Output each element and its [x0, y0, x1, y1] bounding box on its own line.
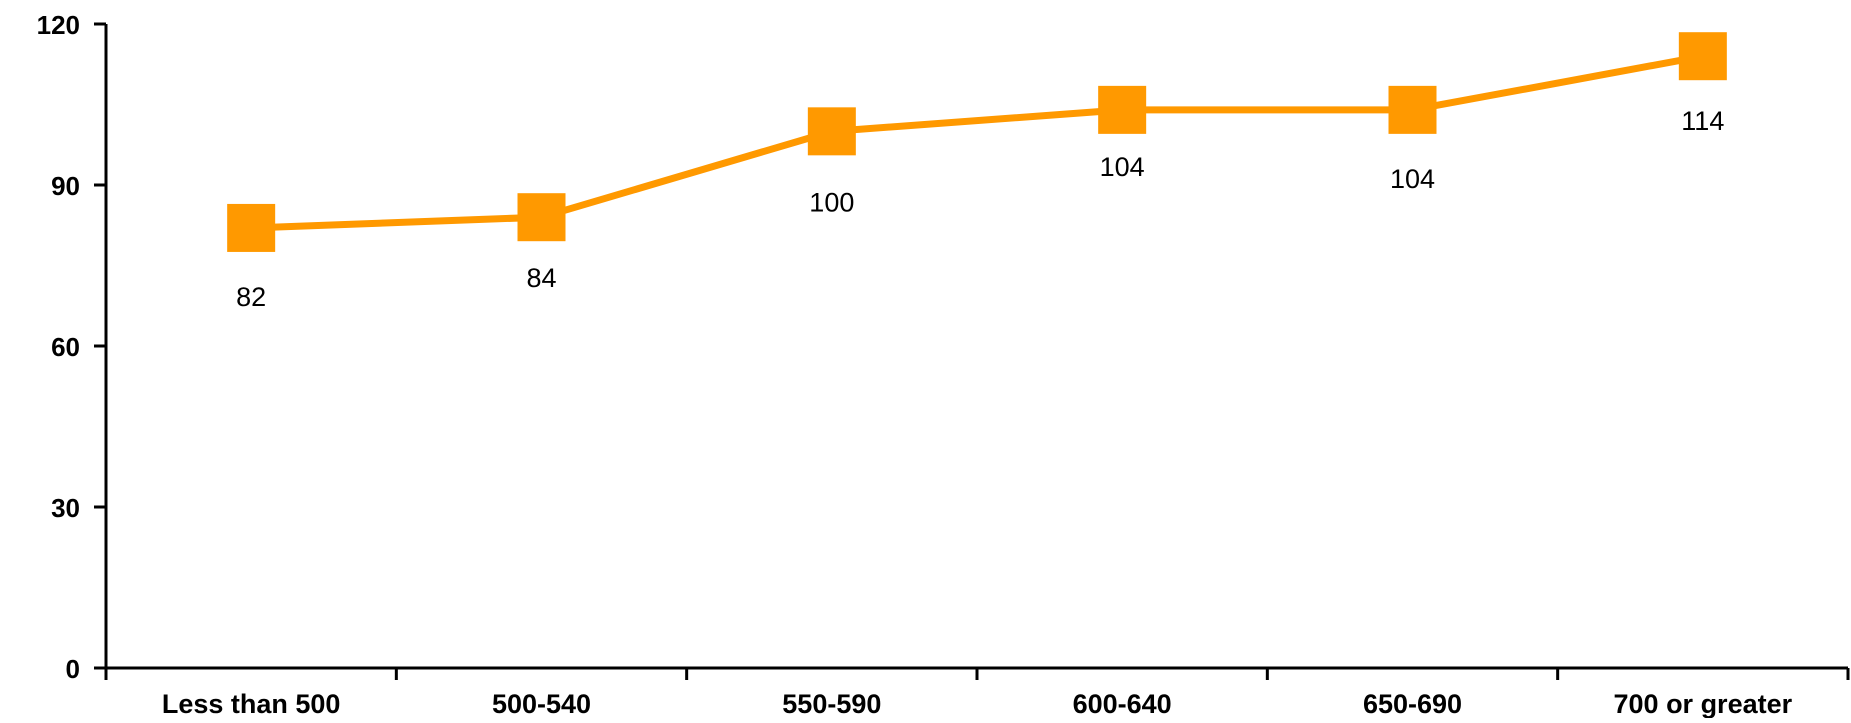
data-point-marker [1678, 32, 1727, 81]
y-tick-label: 60 [51, 332, 80, 362]
data-label: 114 [1681, 106, 1724, 136]
y-tick-label: 0 [66, 654, 80, 684]
series-layer [227, 32, 1727, 252]
data-label: 84 [526, 263, 556, 293]
x-tick-label: 650-690 [1363, 689, 1462, 718]
data-labels-layer: 82 84 100 104 104 114 [236, 106, 1724, 312]
data-point-marker [1388, 85, 1437, 134]
data-point-marker [227, 203, 276, 252]
y-tick-label: 90 [51, 171, 80, 201]
x-tick-label: Less than 500 [162, 689, 341, 718]
data-label: 104 [1390, 164, 1435, 194]
data-label: 82 [236, 282, 266, 312]
data-label: 100 [809, 187, 854, 217]
y-tick-label: 30 [51, 493, 80, 523]
x-tick-label: 550-590 [782, 689, 881, 718]
y-tick-label: 120 [37, 10, 80, 40]
series-line [251, 52, 1704, 232]
data-label: 104 [1100, 152, 1145, 182]
data-point-marker [517, 193, 566, 242]
data-point-marker [1098, 85, 1147, 134]
axes-layer: 0 30 60 90 120 Less than 500 500-540 550-590 600… [37, 10, 1850, 719]
data-point-marker [807, 107, 856, 156]
x-tick-label: 600-640 [1073, 689, 1172, 718]
x-tick-label: 500-540 [492, 689, 591, 718]
x-tick-label: 700 or greater [1614, 689, 1793, 718]
